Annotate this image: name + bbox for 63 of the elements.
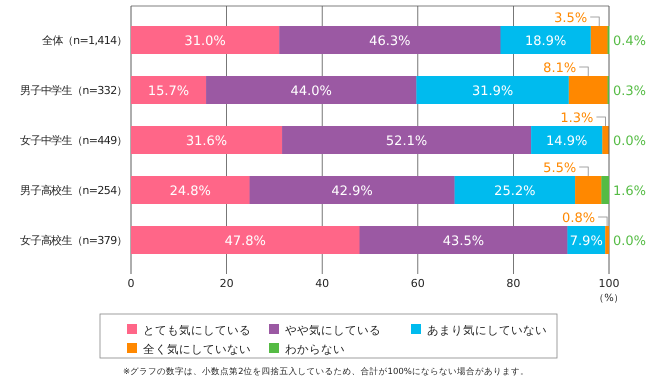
x-tick-label: 0: [128, 277, 134, 290]
y-tick-label: 女子中学生（n=449）: [20, 134, 127, 147]
bar: [575, 176, 602, 204]
bar: [531, 126, 602, 154]
data-label: 0.4%: [613, 34, 646, 49]
data-label: 43.5%: [442, 234, 484, 249]
y-tick-label: 全体（n=1,414）: [42, 34, 127, 47]
text: ※グラフの数字は、小数点第2位を四捨五入しているため、合計が100%にならない場合があります。: [123, 366, 529, 377]
y-tick-label: 女子高校生（n=379）: [20, 234, 127, 247]
bar: [602, 126, 609, 154]
data-label: 44.0%: [290, 84, 332, 99]
data-label: 3.5%: [554, 11, 588, 26]
bar: [568, 76, 608, 104]
x-tick-label: 100: [598, 277, 620, 290]
data-label: 1.3%: [560, 111, 594, 126]
data-label: 14.9%: [546, 134, 588, 149]
bar: [131, 226, 360, 254]
bar: [590, 26, 608, 54]
bar: [279, 26, 500, 54]
data-label: 25.2%: [494, 184, 536, 199]
data-label: 7.9%: [570, 234, 603, 249]
data-label: 18.9%: [525, 34, 566, 49]
bar: [500, 26, 591, 54]
data-label: 0.3%: [613, 84, 646, 99]
bar: [131, 26, 280, 54]
data-label: 0.0%: [613, 134, 646, 149]
x-tick-label: 20: [220, 277, 234, 290]
data-label: 0.8%: [562, 211, 596, 226]
bar: [359, 226, 568, 254]
bar: [206, 76, 416, 104]
legend-label: あまり気にしていない: [427, 323, 547, 337]
data-label: 31.0%: [184, 34, 226, 49]
data-label: 5.5%: [543, 161, 576, 176]
data-label: 8.1%: [543, 61, 576, 76]
bar: [282, 126, 532, 154]
legend-label: やや気にしている: [285, 323, 381, 337]
x-tick-label: 60: [410, 277, 425, 290]
bar: [250, 176, 455, 204]
legend-label: とても気にしている: [143, 323, 251, 337]
bar: [454, 176, 576, 204]
x-axis-title: （%）: [594, 293, 624, 304]
y-tick-label: 男子高校生（n=254）: [20, 184, 127, 197]
legend-label: 全く気にしていない: [143, 342, 251, 356]
data-label: 47.8%: [224, 234, 266, 249]
data-label: 24.8%: [170, 184, 211, 199]
data-label: 52.1%: [386, 134, 428, 149]
bar: [131, 176, 250, 204]
data-label: 46.3%: [369, 34, 410, 49]
data-label: 0.0%: [613, 234, 646, 249]
data-label: 31.6%: [186, 134, 228, 149]
bar: [131, 126, 282, 154]
bar: [605, 226, 609, 254]
data-label: 1.6%: [613, 184, 646, 199]
bar: [416, 76, 569, 104]
bar: [601, 176, 609, 204]
x-tick-label: 80: [506, 277, 520, 290]
x-tick-label: 40: [315, 277, 330, 290]
data-label: 42.9%: [331, 184, 373, 199]
data-label: 31.9%: [472, 84, 514, 99]
legend-label: わからない: [285, 342, 345, 356]
data-label: 15.7%: [148, 84, 190, 99]
bar: [131, 76, 206, 104]
y-tick-label: 男子中学生（n=332）: [20, 84, 127, 97]
